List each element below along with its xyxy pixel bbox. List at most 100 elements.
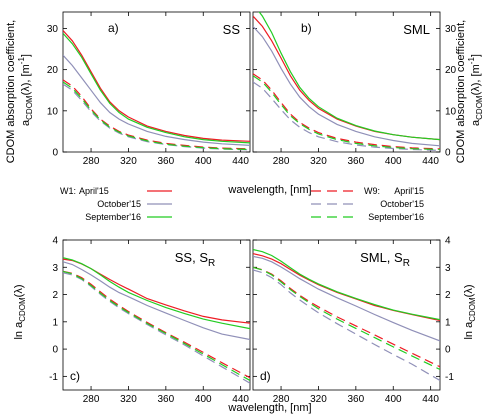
y-tick-label: 20: [47, 65, 59, 76]
plot-frame: [252, 239, 441, 391]
x-tick-label: 440: [422, 394, 439, 405]
bottom-right-y-axis-label: ln aCDOM(λ): [463, 284, 477, 339]
x-axis-label-bottom: wavelength, [nm]: [227, 402, 311, 414]
legend-left-entry-1: April'15: [79, 186, 109, 196]
series-line-w1-september16: [258, 12, 440, 141]
y-tick-label: 1: [52, 317, 58, 328]
y-tick-label: 10: [445, 106, 457, 117]
x-tick-label: 280: [273, 156, 290, 167]
series-line-w9-october15: [63, 272, 250, 384]
y-tick-label: 30: [445, 24, 457, 35]
series-line-w9-april15: [63, 79, 250, 150]
y-tick-label: 10: [47, 106, 59, 117]
panel-d: 280 320 360 400 440 -1 0 1 2 3 4 d) SML, SR: [252, 236, 454, 405]
x-tick-label: 400: [195, 394, 212, 405]
panel-letter: a): [108, 21, 119, 35]
series-line-w1-september16: [63, 257, 250, 330]
x-tick-label: 320: [120, 394, 137, 405]
series-line-w9-october15: [253, 81, 440, 151]
x-tick-label: 280: [83, 156, 100, 167]
panel-letter: b): [301, 21, 312, 35]
legend-left-entry-3: September'16: [85, 212, 141, 222]
panel-label: SML: [403, 22, 430, 37]
x-tick-label: 440: [422, 156, 439, 167]
x-tick-label: 360: [348, 156, 365, 167]
y-tick-label: 0: [445, 148, 451, 159]
series-line-w1-september16: [253, 248, 440, 321]
y-tick-label: -1: [445, 372, 454, 383]
legend-left-title: W1:: [60, 186, 76, 196]
panel-label: SS: [223, 22, 241, 37]
panel-letter: d): [260, 369, 271, 383]
x-tick-label: 280: [83, 394, 100, 405]
x-tick-label: 320: [310, 156, 327, 167]
panel-letter: c): [70, 369, 80, 383]
legend-left-entry-2: October'15: [97, 199, 141, 209]
series-group: [63, 30, 250, 151]
legend-right-title: W9:: [364, 186, 380, 196]
x-tick-label: 400: [385, 394, 402, 405]
y-tick-label: 20: [445, 65, 457, 76]
series-line-w1-april15: [253, 253, 440, 322]
series-line-w9-october15: [253, 269, 440, 382]
x-tick-label: 360: [158, 156, 175, 167]
series-line-w1-september16: [63, 32, 250, 144]
x-tick-label: 320: [120, 156, 137, 167]
panel-b: 280 320 360 400 440 0 10 20 30 b) SML: [252, 11, 457, 167]
y-tick-label: -1: [49, 372, 58, 383]
legend: W1: April'15 October'15 September'16 W9:…: [60, 186, 424, 222]
series-line-w9-september16: [253, 266, 440, 371]
series-line-w9-april15: [63, 270, 250, 379]
y-tick-label: 3: [52, 263, 58, 274]
top-y-axis-label-line2: aCDOM(λ), [m-1]: [17, 54, 34, 126]
series-group: [253, 248, 440, 382]
series-group: [63, 257, 250, 384]
x-tick-label: 360: [348, 394, 365, 405]
y-tick-label: 0: [445, 345, 451, 356]
panel-a: 280 320 360 400 440 0 10 20 30 a) SS: [47, 11, 251, 167]
series-line-w1-october15: [63, 261, 250, 341]
top-right-y-axis-label: CDOM absorption coefficient, aCDOM(λ), […: [455, 17, 484, 164]
series-line-w1-october15: [253, 255, 440, 342]
legend-right-entry-1: April'15: [394, 186, 424, 196]
x-tick-label: 400: [195, 156, 212, 167]
y-tick-label: 30: [47, 24, 59, 35]
x-tick-label: 400: [385, 156, 402, 167]
series-line-w1-october15: [63, 54, 250, 146]
series-line-w9-september16: [63, 81, 250, 151]
x-axis-label-top: wavelength, [nm]: [227, 184, 311, 196]
y-tick-label: 0: [52, 345, 58, 356]
series-line-w9-april15: [253, 73, 440, 150]
x-tick-label: 440: [232, 394, 249, 405]
y-tick-label: 4: [445, 236, 451, 247]
y-tick-label: 2: [52, 290, 58, 301]
y-tick-label: 4: [52, 236, 58, 247]
series-line-w9-september16: [63, 270, 250, 382]
series-group: [253, 12, 440, 151]
x-tick-label: 320: [310, 394, 327, 405]
legend-right-entry-2: October'15: [380, 199, 424, 209]
y-tick-label: 0: [52, 148, 58, 159]
bottom-y-axis-label: ln aCDOM(λ): [13, 284, 27, 339]
x-tick-label: 360: [158, 394, 175, 405]
panel-c: 280 320 360 400 440 -1 0 1 2 3 4 c) SS, SR: [49, 236, 251, 405]
top-y-axis-label: CDOM absorption coefficient, aCDOM(λ), […: [5, 17, 34, 164]
x-tick-label: 280: [273, 394, 290, 405]
series-line-w1-april15: [63, 30, 250, 142]
y-tick-label: 2: [445, 290, 451, 301]
panel-label: SML, SR: [360, 250, 410, 269]
panel-label: SS, SR: [175, 250, 215, 269]
legend-right-entry-3: September'16: [368, 212, 424, 222]
y-tick-label: 3: [445, 263, 451, 274]
x-tick-label: 440: [232, 156, 249, 167]
y-tick-label: 1: [445, 317, 451, 328]
series-line-w9-september16: [253, 75, 440, 151]
series-line-w9-april15: [253, 266, 440, 368]
series-line-w1-october15: [253, 25, 440, 147]
top-y-axis-label-line1: CDOM absorption coefficient,: [5, 20, 17, 163]
top-right-y-axis-label-line2: aCDOM(λ), [m-1]: [467, 54, 484, 126]
plot-frame: [62, 239, 251, 391]
top-right-y-axis-label-line1: CDOM absorption coefficient,: [455, 20, 467, 163]
